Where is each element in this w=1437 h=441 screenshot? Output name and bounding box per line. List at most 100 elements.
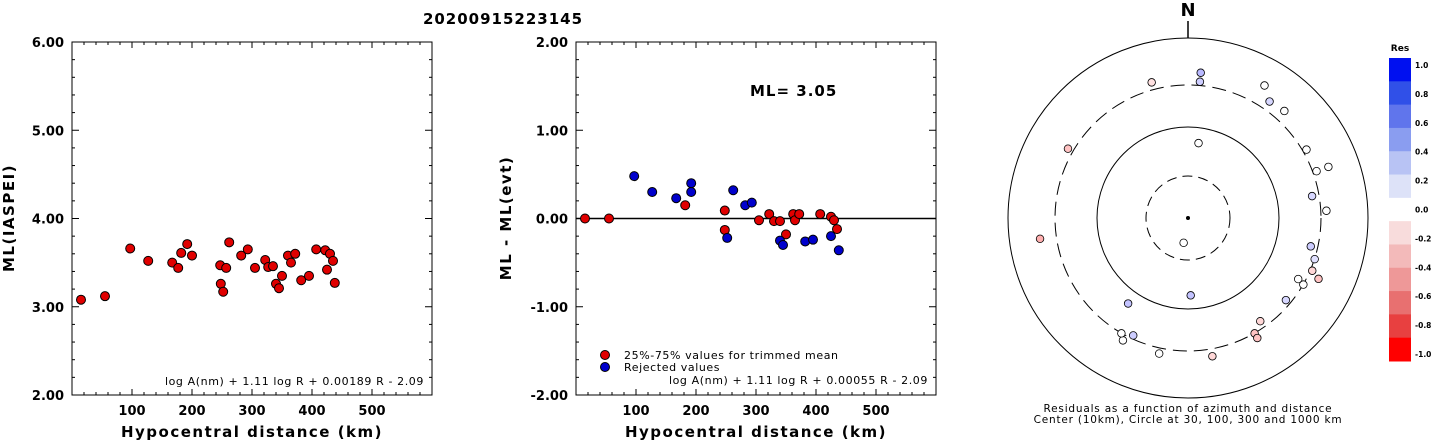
data-point	[833, 245, 844, 256]
data-point	[182, 239, 193, 250]
legend-label-rejected: Rejected values	[624, 361, 720, 374]
x-tick-label: 500	[862, 404, 889, 419]
x-tick-label: 300	[742, 404, 769, 419]
legend-marker-trimmed	[600, 350, 610, 360]
residual-azimuth-map: N Residuals as a function of azimuth and…	[1007, 0, 1431, 426]
data-point	[680, 200, 691, 211]
station-marker	[1256, 317, 1265, 326]
data-point	[187, 250, 197, 261]
colorbar-tick-label: -1.0	[1415, 350, 1431, 359]
data-point	[722, 232, 733, 243]
station-marker	[1265, 97, 1274, 106]
colorbar: 1.0 0.8 0.6 0.4 0.2 0.0 -0.2 -0.4 -0.6 -0.8 -1.0	[1389, 58, 1431, 362]
data-point	[746, 197, 757, 208]
data-point	[719, 205, 730, 216]
data-point	[686, 187, 697, 198]
x-tick-label: 200	[178, 404, 205, 419]
x-tick-label: 300	[238, 404, 265, 419]
colorbar-segment	[1389, 291, 1411, 315]
data-point	[304, 270, 314, 281]
data-point	[778, 239, 788, 250]
colorbar-tick-label: -0.2	[1415, 234, 1431, 243]
data-point	[277, 270, 287, 281]
y-tick-label: 5.00	[32, 124, 64, 139]
station-marker	[1314, 274, 1323, 284]
data-point	[775, 216, 785, 227]
data-point	[815, 209, 826, 220]
colorbar-segment	[1389, 81, 1411, 106]
colorbar-tick-label: -0.8	[1415, 321, 1431, 330]
colorbar-segment	[1389, 151, 1411, 176]
station-marker	[1281, 295, 1291, 305]
x-tick-label: 400	[298, 404, 325, 419]
x-tick-label: 400	[802, 404, 829, 419]
station-marker	[1035, 234, 1045, 243]
colorbar-segment	[1389, 197, 1411, 222]
colorbar-tick-label: 1.0	[1415, 61, 1428, 70]
station-marker	[1117, 329, 1126, 338]
colorbar-segment	[1389, 244, 1411, 269]
station-marker	[1310, 254, 1319, 264]
y-tick-label: 2.00	[32, 389, 64, 404]
north-label: N	[1180, 0, 1195, 21]
colorbar-segment	[1389, 337, 1411, 362]
colorbar-tick-label: 0.4	[1415, 148, 1428, 157]
station-marker	[1147, 78, 1156, 87]
ml-annotation: ML= 3.05	[750, 82, 837, 100]
station-marker	[1322, 206, 1331, 215]
formula-label: log A(nm) + 1.11 log R + 0.00055 R - 2.0…	[669, 374, 928, 387]
x-tick-label: 100	[622, 404, 649, 419]
caption-line-2: Center (10km), Circle at 30, 100, 300 an…	[1034, 414, 1343, 426]
residual-vs-distance-chart: 100 200 300 400 500 -2.00 -1.00 0.00 1.00 2.00 ML…	[497, 36, 937, 441]
station-marker	[1308, 266, 1317, 275]
data-point	[604, 213, 614, 224]
y-axis-label: ML(IASPEI)	[0, 164, 18, 272]
data-point	[242, 244, 253, 255]
plot-frame	[71, 41, 433, 396]
y-tick-label: 6.00	[32, 36, 64, 51]
data-point	[286, 257, 296, 268]
x-tick-label: 200	[682, 404, 709, 419]
data-point	[580, 213, 590, 224]
station-marker	[1302, 145, 1311, 154]
ring-300km	[1054, 84, 1322, 352]
data-point	[311, 244, 322, 255]
colorbar-segment	[1389, 58, 1411, 82]
y-axis-label: ML - ML(evt)	[497, 156, 515, 280]
station-marker	[1253, 333, 1262, 343]
y-tick-label: 1.00	[536, 124, 568, 139]
colorbar-tick-label: 0.8	[1415, 90, 1428, 99]
data-point	[268, 261, 278, 272]
colorbar-segment	[1389, 267, 1411, 292]
x-tick-label: 100	[118, 404, 145, 419]
station-marker	[1154, 349, 1164, 358]
colorbar-tick-label: -0.6	[1415, 292, 1431, 301]
station-marker	[1299, 280, 1308, 289]
station-marker	[1129, 331, 1138, 340]
y-tick-label: 4.00	[32, 213, 64, 228]
data-point	[754, 215, 764, 226]
data-point	[629, 171, 640, 182]
caption-line-1: Residuals as a function of azimuth and d…	[1044, 403, 1333, 415]
data-point	[218, 286, 229, 297]
data-point	[250, 262, 260, 273]
data-point	[221, 262, 232, 273]
ring-100km	[1096, 126, 1280, 310]
station-marker	[1307, 191, 1317, 201]
ml-vs-distance-chart: 100 200 300 400 500 2.00 3.00 4.00 5.00 6.00 log …	[0, 36, 433, 441]
station-marker	[1186, 291, 1195, 300]
data-point	[829, 215, 839, 226]
data-point	[764, 209, 775, 220]
legend-marker-rejected	[600, 362, 610, 372]
colorbar-segment	[1389, 174, 1411, 199]
data-point	[322, 264, 332, 275]
legend-label-trimmed: 25%-75% values for trimmed mean	[624, 349, 839, 362]
station-marker	[1260, 81, 1269, 90]
data-point	[236, 250, 247, 261]
data-point	[647, 187, 658, 198]
y-tick-label: 2.00	[536, 36, 568, 51]
data-point	[686, 178, 697, 189]
station-marker	[1312, 167, 1321, 176]
station-marker	[1294, 274, 1303, 284]
